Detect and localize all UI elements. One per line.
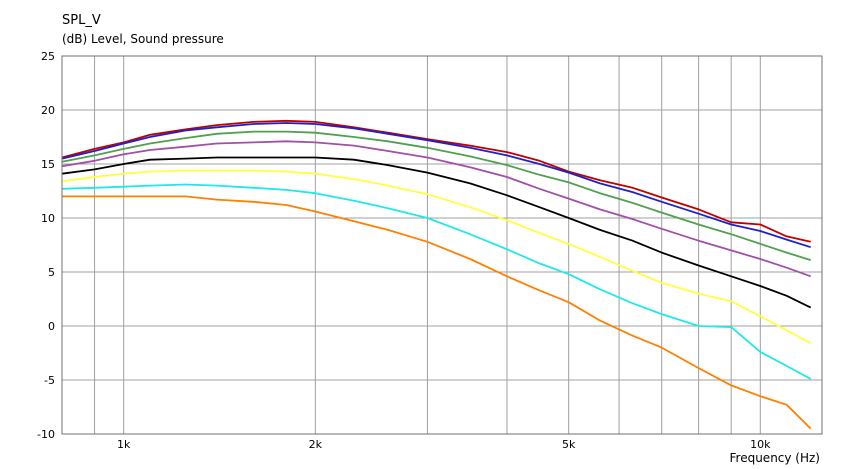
series-line-5 <box>61 156 812 309</box>
series-line-7 <box>61 183 812 380</box>
x-tick-label: 10k <box>750 438 771 451</box>
series-line-2 <box>61 122 811 249</box>
plot-background <box>62 56 822 434</box>
y-tick-label: 25 <box>41 50 55 63</box>
x-tick-label: 5k <box>562 438 576 451</box>
x-tick-label: 2k <box>309 438 323 451</box>
chart-title: SPL_V <box>62 13 101 28</box>
y-tick-label: 15 <box>41 158 55 171</box>
series-line-3 <box>61 130 811 261</box>
series-line-1 <box>61 119 811 243</box>
plot-frame <box>61 55 823 435</box>
series-line-8 <box>62 195 812 430</box>
y-axis-label: (dB) Level, Sound pressure <box>62 32 224 46</box>
series-line-6 <box>61 169 812 345</box>
y-tick-label: 0 <box>48 320 55 333</box>
y-tick-label: -5 <box>44 374 55 387</box>
series-line-4 <box>61 140 812 278</box>
x-axis-label: Frequency (Hz) <box>729 451 821 465</box>
y-tick-label: 10 <box>41 212 55 225</box>
y-tick-label: -10 <box>37 428 55 441</box>
y-tick-label: 20 <box>41 104 55 117</box>
x-tick-label: 1k <box>117 438 131 451</box>
y-tick-label: 5 <box>48 266 55 279</box>
